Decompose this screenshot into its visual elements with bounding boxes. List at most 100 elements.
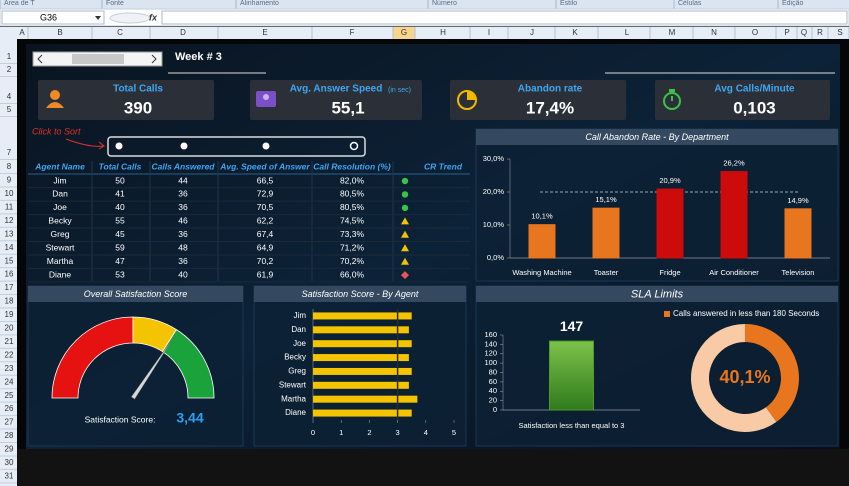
- table-cell: Stewart: [46, 243, 75, 253]
- x-tick-label: Toaster: [594, 268, 619, 277]
- table-cell: Becky: [48, 216, 72, 226]
- column-header-bar: [0, 27, 849, 39]
- bar: [313, 312, 412, 320]
- table-cell: 66,5: [257, 175, 274, 185]
- table-cell: 36: [178, 256, 188, 266]
- data-label: 147: [560, 318, 584, 334]
- kpi-value: 55,1: [331, 98, 364, 117]
- data-label: 20,9%: [659, 176, 681, 185]
- table-cell: Dan: [52, 189, 68, 199]
- trend-icon: [401, 257, 409, 265]
- formula-input: [161, 10, 848, 25]
- row-header-bar: [0, 39, 17, 486]
- sort-control: [107, 136, 366, 157]
- sort-hint: Click to Sort: [32, 126, 81, 136]
- chart-title: SLA Limits: [631, 288, 684, 300]
- column-header: N: [711, 28, 717, 37]
- row-header: 2: [7, 65, 12, 74]
- table-cell: 74,5%: [340, 216, 365, 226]
- bar: [313, 367, 412, 375]
- table-cell: 61,9: [257, 269, 274, 279]
- gauge-band: [161, 329, 215, 399]
- row-header: 12: [5, 216, 14, 225]
- sort-option[interactable]: [115, 142, 123, 150]
- column-header: D: [180, 28, 186, 37]
- table-cell: 72,9: [257, 189, 274, 199]
- ribbon-groups: [0, 0, 849, 9]
- data-label: 26,2%: [723, 159, 745, 168]
- table-cell: Diane: [49, 269, 71, 279]
- table-cell: 67,4: [257, 229, 274, 239]
- x-tick-label: Air Conditioner: [709, 268, 759, 277]
- kpi-icon: [467, 91, 476, 100]
- sort-option[interactable]: [349, 141, 359, 151]
- table-cell: 59: [115, 243, 125, 253]
- data-label: 15,1%: [595, 195, 617, 204]
- legend-swatch: [664, 311, 670, 317]
- footer-area: [17, 449, 849, 486]
- chart-title-bar: [28, 286, 243, 302]
- bar: [528, 224, 556, 259]
- bar: [313, 326, 409, 334]
- y-tick-label: 160: [484, 330, 497, 339]
- y-tick-label: 40: [489, 386, 497, 395]
- table-cell: 62,2: [257, 216, 274, 226]
- x-tick-label: 4: [424, 428, 428, 437]
- ribbon-group-label: Estilo: [560, 0, 577, 7]
- row-header: 1: [7, 52, 12, 61]
- donut-rest: [691, 324, 777, 433]
- table-cell: Jim: [53, 175, 66, 185]
- column-header: B: [57, 28, 62, 37]
- table-header: Avg. Speed of Answer: [219, 161, 310, 171]
- row-header: 29: [5, 445, 14, 454]
- column-header: E: [262, 28, 267, 37]
- gauge-value: 3,44: [176, 410, 203, 426]
- y-tick-label: 100: [484, 358, 497, 367]
- sort-option[interactable]: [262, 142, 270, 150]
- table-cell: 71,2%: [340, 243, 365, 253]
- y-tick-label: 20: [489, 396, 497, 405]
- row-header: 23: [5, 364, 14, 373]
- week-label: Week # 3: [175, 51, 222, 63]
- table-cell: Greg: [51, 229, 70, 239]
- row-header: 20: [5, 324, 14, 333]
- table-cell: 70,2: [257, 256, 274, 266]
- name-box-text: G36: [40, 12, 57, 22]
- y-tick-label: 10,0%: [483, 220, 505, 229]
- kpi-icon: [46, 102, 64, 108]
- row-header: 25: [5, 391, 14, 400]
- row-header: 14: [5, 243, 14, 252]
- table-cell: 40: [115, 202, 125, 212]
- column-header: H: [440, 28, 446, 37]
- y-tick-label: 30,0%: [483, 154, 505, 163]
- table-cell: 66,0%: [340, 269, 365, 279]
- sort-option[interactable]: [180, 142, 188, 150]
- bar: [313, 340, 412, 348]
- chart-title-bar: [476, 286, 838, 302]
- chart-title-bar: [476, 129, 838, 145]
- trend-icon: [401, 217, 409, 225]
- gauge-needle: [130, 335, 175, 400]
- row-header: 24: [5, 377, 14, 386]
- row-header: 15: [5, 256, 14, 265]
- trend-icon: [401, 191, 409, 198]
- donut-slice: [745, 324, 799, 422]
- table-cell: 70,5: [257, 202, 274, 212]
- row-header: 27: [5, 418, 14, 427]
- column-header: A: [19, 28, 25, 37]
- y-tick-label: Stewart: [279, 380, 307, 389]
- table-cell: 53: [115, 269, 125, 279]
- row-header: 26: [5, 404, 14, 413]
- chart-title: Call Abandon Rate - By Department: [585, 132, 729, 142]
- scroll-left-arrow: [37, 54, 43, 64]
- column-header: G: [401, 28, 407, 37]
- column-header: O: [752, 28, 758, 37]
- table-cell: 55: [115, 216, 125, 226]
- kpi-card: [38, 80, 214, 120]
- y-tick-label: 80: [489, 367, 497, 376]
- column-header: P: [784, 28, 789, 37]
- row-header: 13: [5, 229, 14, 238]
- kpi-icon: [663, 92, 681, 110]
- table-cell: 36: [178, 202, 188, 212]
- row-header: 16: [5, 270, 14, 279]
